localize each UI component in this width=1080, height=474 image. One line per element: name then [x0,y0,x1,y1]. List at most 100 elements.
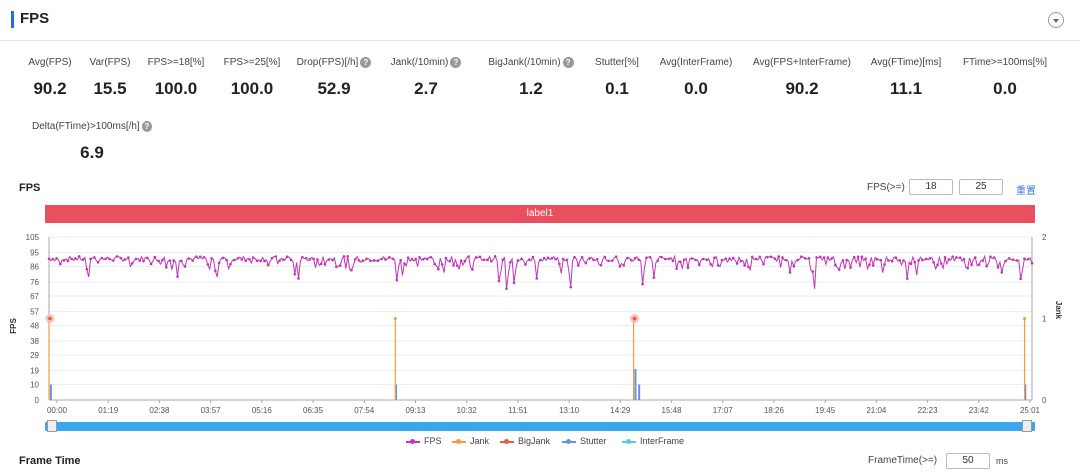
metric-label-text: Delta(FTime)>100ms[/h] [32,121,140,132]
fps-point [127,256,130,259]
legend-item-interframe[interactable]: InterFrame [622,436,684,446]
fps-point [970,263,973,267]
fps-point [236,256,240,260]
help-icon[interactable]: ? [141,121,152,132]
fps-point [316,258,319,261]
metric-value: 6.9 [80,143,104,162]
fps-point [762,262,765,266]
fps-point [335,265,338,269]
metric-label: Drop(FPS)[/h]? [274,57,394,68]
fps-point [100,256,104,260]
legend-item-jank[interactable]: Jank [452,436,489,446]
fps-point [1008,256,1011,260]
metric-label-text: Jank(/10min) [390,57,449,68]
fps-point [391,257,395,261]
reset-link[interactable]: 重置 [1016,186,1036,197]
fps-point [584,261,588,265]
fps-point [365,257,368,261]
fps-point [682,258,686,262]
x-tick-label: 06:35 [303,406,324,415]
fps-point [387,256,391,259]
fps-point [773,257,777,260]
frame-time-title: Frame Time [19,455,81,467]
metric-label: FPS>=18[%] [116,57,236,68]
fps-point [599,263,603,267]
slider-handle-right[interactable] [1022,420,1032,432]
fps-point [588,257,591,260]
y-right-tick-label: 2 [1042,233,1047,242]
fps-point [818,255,822,259]
help-icon[interactable]: ? [562,57,574,68]
fps-point [130,262,134,265]
x-tick-label: 22:23 [918,406,939,415]
fps-point [641,282,644,286]
fps-point [217,261,221,265]
fps-point [592,258,595,262]
metric-value: 0.0 [684,79,708,98]
fps-point [527,258,531,261]
fps-point [524,263,527,266]
legend-swatch [406,438,420,444]
fps-point [301,255,304,259]
fps-point [992,256,996,259]
y-tick-label: 95 [30,249,39,258]
metric-label-text: FPS>=18[%] [147,57,205,68]
collapse-chevron-icon[interactable] [1048,12,1064,28]
fps-point [890,259,894,263]
fps-point [47,257,51,261]
metric-1-7: Stutter[%] 0.1 [557,57,677,99]
fps-point [456,264,459,267]
y-right-tick-label: 1 [1042,315,1047,324]
fps-point [471,268,474,271]
fps-point [766,255,769,259]
metric-label-text: Avg(InterFrame) [659,57,733,68]
fps-point [77,255,81,258]
fps-point [697,263,701,267]
metric-value: 2.7 [414,79,438,98]
legend-item-bigjank[interactable]: BigJank [500,436,550,446]
fps-point [735,262,739,265]
fps-point [720,258,724,262]
fps-point [595,257,599,261]
help-icon[interactable]: ? [450,57,462,68]
fps-point [932,261,935,264]
y-tick-label: 10 [30,380,39,389]
chart-legend: FPS Jank BigJank Stutter InterFrame [0,436,1080,448]
help-icon[interactable]: ? [360,57,372,68]
metric-label-text: FPS>=25[%] [223,57,281,68]
fps-point [803,256,807,260]
fps-point [871,264,875,267]
fps-point [973,256,977,259]
metric-1-8: Avg(InterFrame) 0.0 [636,57,756,99]
fps-point [542,256,546,260]
fps-point [834,263,837,267]
fps-point [622,264,625,267]
label-bar[interactable]: label1 [45,205,1035,223]
fps-threshold-label: FPS(>=) [867,182,905,193]
fps-point [856,255,860,259]
legend-item-fps[interactable]: FPS [406,436,442,446]
fps-point [180,259,183,263]
time-range-slider[interactable] [45,419,1035,433]
y-tick-label: 86 [30,262,39,271]
section-header: FPS [0,0,1080,41]
fps-point [123,258,126,261]
jank-point [1023,317,1027,320]
fps-point [962,257,966,261]
fps-point [546,256,550,259]
fps-point [403,262,406,265]
fps-threshold-18-input[interactable] [909,179,953,195]
fps-point [894,256,898,259]
fps-point [1019,277,1022,281]
fps-threshold-25-input[interactable] [959,179,1003,195]
fps-point [607,259,610,263]
fps-point [614,255,618,258]
fps-point [248,257,251,261]
legend-swatch [562,438,576,444]
frametime-threshold-input[interactable] [946,453,990,469]
fps-point [928,257,932,260]
legend-item-stutter[interactable]: Stutter [562,436,607,446]
slider-handle-left[interactable] [47,420,57,432]
fps-point [278,259,281,262]
fps-point [879,258,883,262]
